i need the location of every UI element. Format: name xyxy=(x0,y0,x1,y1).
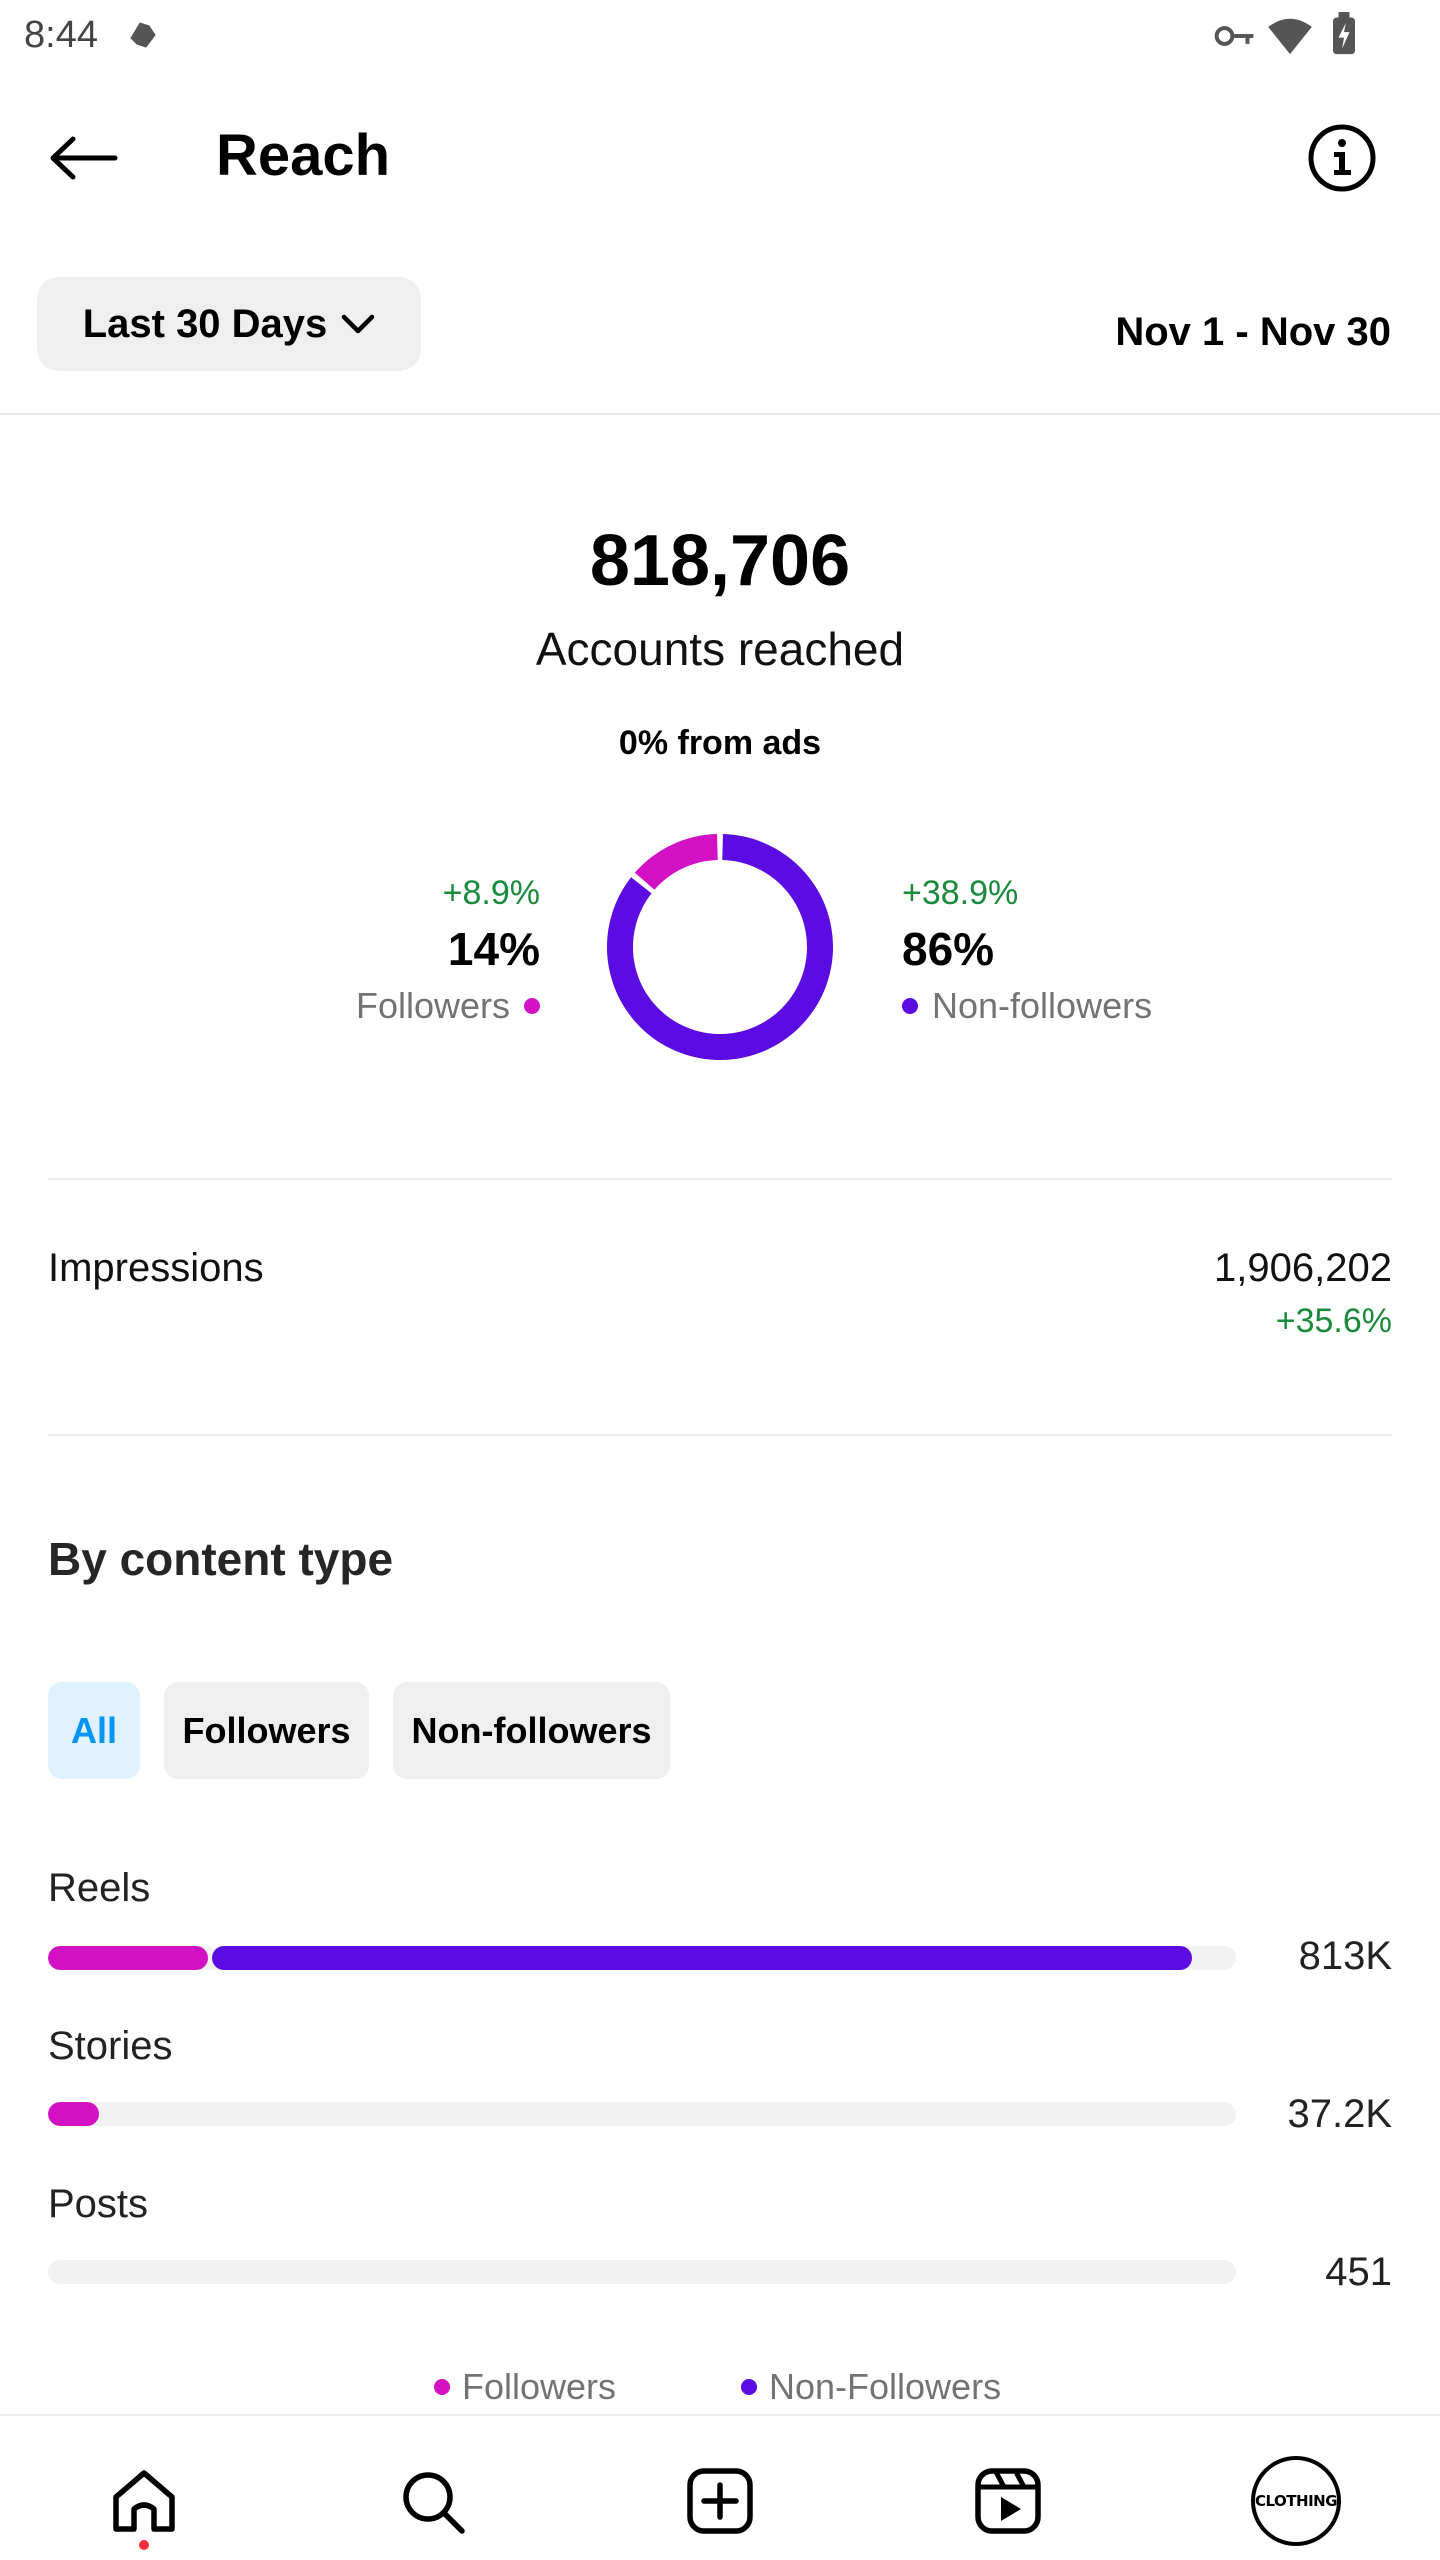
accounts-reached-label: Accounts reached xyxy=(535,623,905,675)
back-button[interactable] xyxy=(44,118,124,198)
followers-change: +8.9% xyxy=(442,874,540,912)
legend-followers: Followers xyxy=(434,2366,616,2408)
battery-charging-icon xyxy=(1333,12,1355,55)
nav-profile[interactable]: CLOTHING xyxy=(1251,2456,1341,2546)
impressions-label: Impressions xyxy=(48,1246,264,1290)
home-notification-dot xyxy=(139,2540,149,2550)
home-icon xyxy=(113,2470,175,2532)
content-bar-stories xyxy=(48,2102,1236,2126)
nonfollowers-dot xyxy=(902,998,918,1014)
content-row-value-stories: 37.2K xyxy=(1287,2092,1392,2136)
wifi-icon xyxy=(1268,18,1312,55)
legend-nonfollowers-dot xyxy=(741,2379,757,2395)
nav-search[interactable] xyxy=(387,2456,477,2546)
page-title: Reach xyxy=(216,123,391,188)
accounts-reached-value: 818,706 xyxy=(589,521,851,601)
filter-followers-chip[interactable]: Followers xyxy=(164,1682,369,1779)
nonfollowers-legend-label: Non-followers xyxy=(932,985,1153,1026)
impressions-change: +35.6% xyxy=(1275,1302,1392,1340)
date-range-dropdown[interactable]: Last 30 Days xyxy=(37,277,421,371)
followers-legend-label: Followers xyxy=(355,985,510,1026)
ads-share-label: 0% from ads xyxy=(618,724,822,762)
legend-nonfollowers: Non-Followers xyxy=(741,2366,1001,2408)
chevron-down-icon xyxy=(342,314,375,334)
legend-followers-label: Followers xyxy=(462,2366,617,2407)
arrow-left-icon xyxy=(50,136,118,180)
content-row-value-posts: 451 xyxy=(1325,2250,1392,2294)
create-icon xyxy=(687,2468,753,2534)
nonfollowers-change: +38.9% xyxy=(902,874,1019,912)
legend-followers-dot xyxy=(434,2379,450,2395)
audience-donut-chart xyxy=(607,834,833,1060)
info-icon xyxy=(1308,124,1376,192)
status-time: 8:44 xyxy=(24,14,98,56)
divider xyxy=(0,413,1440,415)
bottom-nav: CLOTHING xyxy=(0,2414,1440,2560)
legend-nonfollowers-label: Non-Followers xyxy=(769,2366,1002,2407)
avatar: CLOTHING xyxy=(1251,2456,1341,2546)
info-button[interactable] xyxy=(1302,118,1382,198)
content-row-label-posts: Posts xyxy=(48,2182,149,2226)
nav-home[interactable] xyxy=(99,2456,189,2546)
bar-segment-nonfollowers xyxy=(212,1946,1192,1970)
divider xyxy=(48,1434,1392,1436)
followers-legend: Followers xyxy=(356,985,540,1027)
date-range-text: Nov 1 - Nov 30 xyxy=(1115,310,1391,354)
followers-percent: 14% xyxy=(447,923,540,975)
content-row-value-reels: 813K xyxy=(1298,1934,1392,1978)
bar-segment-followers xyxy=(48,1946,208,1970)
search-icon xyxy=(403,2472,465,2534)
followers-dot xyxy=(524,998,540,1014)
date-range-selected: Last 30 Days xyxy=(82,301,328,346)
reels-icon xyxy=(975,2468,1041,2534)
content-type-title: By content type xyxy=(48,1533,394,1585)
nonfollowers-legend: Non-followers xyxy=(902,985,1152,1027)
filter-all-chip[interactable]: All xyxy=(48,1682,140,1779)
nav-create[interactable] xyxy=(675,2456,765,2546)
filter-nonfollowers-chip[interactable]: Non-followers xyxy=(393,1682,670,1779)
bar-segment-followers xyxy=(48,2102,99,2126)
status-bar: 8:44 xyxy=(0,0,1440,72)
donut-segment-nonfollowers xyxy=(607,834,833,1060)
notification-icon xyxy=(130,22,156,48)
nav-reels[interactable] xyxy=(963,2456,1053,2546)
impressions-value: 1,906,202 xyxy=(1214,1246,1392,1290)
content-row-label-stories: Stories xyxy=(48,2024,173,2068)
divider xyxy=(48,1178,1392,1180)
nonfollowers-percent: 86% xyxy=(902,923,995,975)
content-bar-reels xyxy=(48,1946,1236,1970)
content-row-label-reels: Reels xyxy=(48,1866,151,1910)
donut-segment-followers xyxy=(634,834,719,891)
vpn-key-icon xyxy=(1214,26,1254,46)
avatar-text: CLOTHING xyxy=(1255,2491,1338,2510)
content-bar-posts xyxy=(48,2260,1236,2284)
